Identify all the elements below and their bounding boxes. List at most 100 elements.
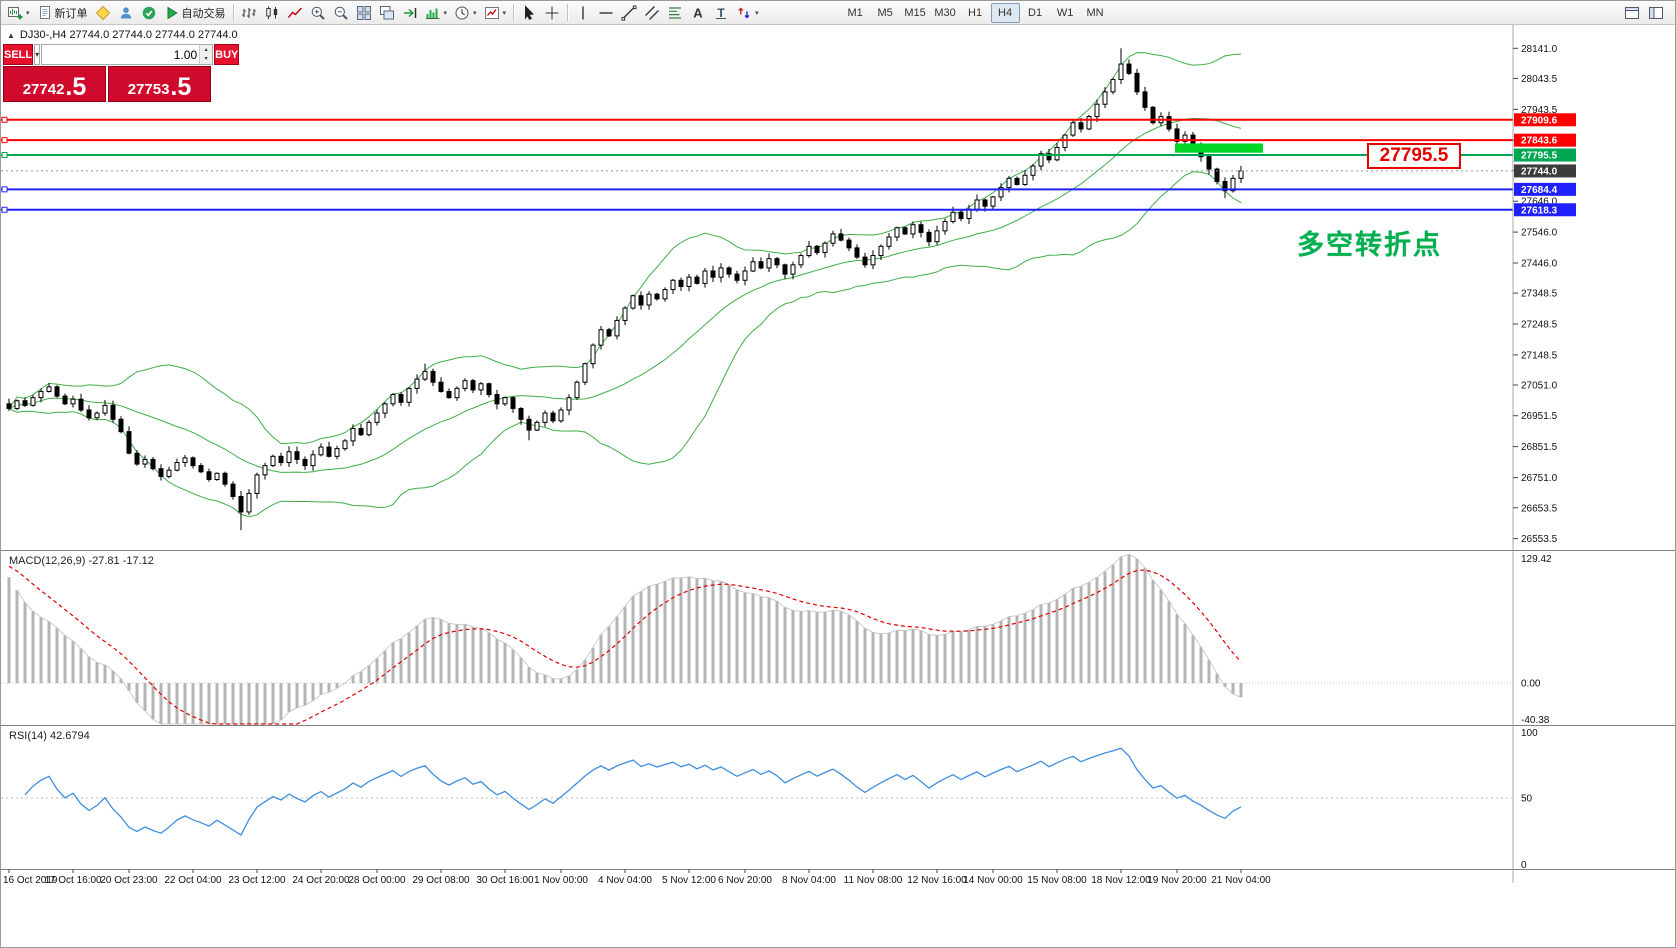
line-chart-button[interactable] (284, 2, 306, 23)
timeframe-h1-button[interactable]: H1 (961, 3, 990, 23)
tile-windows-button[interactable] (353, 2, 375, 23)
trendline-button[interactable] (618, 2, 640, 23)
svg-text:100: 100 (1521, 728, 1538, 739)
svg-text:26951.5: 26951.5 (1521, 411, 1558, 422)
grid-icon (356, 5, 372, 21)
svg-text:28 Oct 00:00: 28 Oct 00:00 (348, 875, 406, 886)
sell-price-button[interactable]: 27742.5 (3, 66, 106, 102)
svg-text:27684.4: 27684.4 (1521, 185, 1558, 196)
metaeditor-button[interactable] (92, 2, 114, 23)
chart-plus-icon (7, 5, 23, 21)
timeframe-m5-button[interactable]: M5 (871, 3, 900, 23)
autotrading-button[interactable]: 自动交易 (161, 2, 229, 23)
timeframe-mn-button[interactable]: MN (1081, 3, 1110, 23)
trade-options-dropdown[interactable]: ▾ (34, 44, 41, 65)
toolbar-separator (513, 4, 515, 21)
symbol-ohlc-text: DJ30-,H4 27744.0 27744.0 27744.0 27744.0 (19, 29, 238, 41)
market-button[interactable] (115, 2, 137, 23)
macd-label: MACD(12,26,9) -27.81 -17.12 (9, 555, 154, 567)
chart-canvas[interactable]: 28141.028043.527943.527843.527746.027646… (1, 25, 1676, 948)
window-icon (1624, 5, 1640, 21)
svg-text:0.00: 0.00 (1521, 679, 1541, 690)
price-badge-27684.4 (1514, 182, 1576, 196)
candlestick-chart-button[interactable] (261, 2, 283, 23)
price-badge-27618.3 (1514, 203, 1576, 217)
turning-point-annotation[interactable]: 多空转折点 (1297, 230, 1442, 260)
crosshair-button[interactable] (541, 2, 563, 23)
lot-increase-button[interactable]: ▴ (200, 45, 213, 55)
doc-icon (37, 5, 53, 21)
trade-prices-row: 27742.5 27753.5 (3, 66, 211, 102)
toolbar-right-group (1621, 2, 1672, 23)
cursor-button[interactable] (518, 2, 540, 23)
community-button[interactable] (138, 2, 160, 23)
buy-price-button[interactable]: 27753.5 (108, 66, 211, 102)
svg-text:19 Nov 20:00: 19 Nov 20:00 (1147, 875, 1207, 886)
timeframe-m1-button[interactable]: M1 (841, 3, 870, 23)
svg-text:17 Oct 16:00: 17 Oct 16:00 (44, 875, 102, 886)
auto-scroll-button[interactable] (399, 2, 421, 23)
new-chart-button[interactable]: ▾ (4, 2, 33, 23)
line-handle[interactable] (1, 116, 8, 123)
svg-text:28141.0: 28141.0 (1521, 44, 1558, 55)
price-axis[interactable]: 28141.028043.527943.527843.527746.027646… (1513, 44, 1576, 871)
highlight-bar[interactable] (1175, 143, 1263, 153)
timeframe-toolbar: M1 M5 M15 M30 H1 H4 D1 W1 MN (841, 2, 1110, 23)
text-label-button[interactable]: T (710, 2, 732, 23)
chevron-down-icon: ▾ (26, 9, 30, 17)
chevron-down-icon: ▾ (755, 9, 759, 17)
svg-text:28043.5: 28043.5 (1521, 74, 1558, 85)
svg-text:27446.0: 27446.0 (1521, 258, 1558, 269)
templates-button[interactable]: ▾ (481, 2, 510, 23)
bollinger-lower-band (8, 171, 1242, 518)
channel-icon (644, 5, 660, 21)
channel-button[interactable] (641, 2, 663, 23)
text-button[interactable]: A (687, 2, 709, 23)
line-handle[interactable] (1, 186, 8, 193)
line-handle[interactable] (1, 206, 8, 213)
svg-text:0: 0 (1521, 860, 1527, 871)
fibonacci-button[interactable] (664, 2, 686, 23)
new-order-button[interactable]: 新订单 (34, 2, 91, 23)
svg-text:27843.6: 27843.6 (1521, 136, 1558, 147)
candles-icon (264, 5, 280, 21)
trendline-icon (621, 5, 637, 21)
timeframe-m15-button[interactable]: M15 (901, 3, 930, 23)
timeframe-m30-button[interactable]: M30 (931, 3, 960, 23)
data-window-toggle-button[interactable] (1621, 2, 1643, 23)
svg-text:20 Oct 23:00: 20 Oct 23:00 (100, 875, 158, 886)
navigator-toggle-button[interactable] (1645, 2, 1667, 23)
collapse-panel-icon[interactable]: ▲ (7, 30, 15, 40)
bar-chart-button[interactable] (238, 2, 260, 23)
svg-text:16 Oct 2019: 16 Oct 2019 (3, 875, 58, 886)
timeframe-w1-button[interactable]: W1 (1051, 3, 1080, 23)
price-callout-label[interactable]: 27795.5 (1367, 143, 1461, 169)
periods-button[interactable]: ▾ (451, 2, 480, 23)
lot-size-input[interactable] (42, 45, 200, 64)
svg-text:27646.0: 27646.0 (1521, 197, 1558, 208)
sell-price-base: 27742 (22, 81, 65, 98)
zoom-in-button[interactable] (307, 2, 329, 23)
line-handle[interactable] (1, 152, 8, 159)
line-handle[interactable] (1, 137, 8, 144)
sell-button[interactable]: SELL (3, 44, 34, 65)
svg-text:27744.0: 27744.0 (1521, 166, 1558, 177)
cascade-windows-button[interactable] (376, 2, 398, 23)
horizontal-line-button[interactable] (595, 2, 617, 23)
buy-button[interactable]: BUY (214, 44, 240, 65)
one-click-trading-panel: SELL ▾ ▴ ▾ BUY 27742.5 27753.5 (3, 44, 240, 102)
vertical-line-button[interactable] (572, 2, 594, 23)
indicator-icon (425, 5, 441, 21)
timeframe-h4-button[interactable]: H4 (990, 2, 1020, 23)
svg-text:30 Oct 16:00: 30 Oct 16:00 (476, 875, 534, 886)
chevron-down-icon: ▾ (502, 9, 507, 17)
zoom-out-button[interactable] (330, 2, 352, 23)
indicators-button[interactable]: ▾ (422, 2, 451, 23)
arrows-button[interactable]: ▾ (733, 2, 762, 23)
lot-decrease-button[interactable]: ▾ (200, 54, 213, 64)
timeframe-d1-button[interactable]: D1 (1021, 3, 1050, 23)
svg-text:4 Nov 04:00: 4 Nov 04:00 (598, 875, 652, 886)
buy-price-pip: .5 (170, 72, 192, 101)
